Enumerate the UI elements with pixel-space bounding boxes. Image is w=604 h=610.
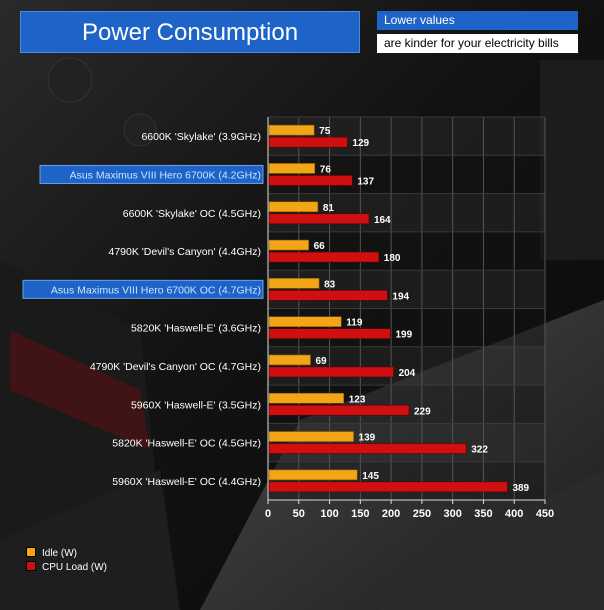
- bar-load: [268, 251, 380, 263]
- plot-band: [268, 117, 545, 156]
- data-label-idle: 69: [315, 356, 327, 367]
- bar-idle: [268, 469, 358, 481]
- data-label-load: 164: [374, 215, 391, 226]
- bar-idle: [268, 201, 319, 213]
- data-label-load: 229: [414, 406, 431, 417]
- data-label-idle: 139: [359, 433, 376, 444]
- data-label-idle: 119: [346, 318, 363, 329]
- x-tick-label: 200: [382, 508, 400, 520]
- category-label: 5820K 'Haswell-E' (3.6GHz): [131, 323, 261, 335]
- plot-band: [268, 423, 545, 462]
- category-label: 4790K 'Devil's Canyon' (4.4GHz): [109, 246, 262, 258]
- data-label-load: 322: [471, 445, 488, 456]
- category-label: Asus Maximus VIII Hero 6700K (4.2GHz): [70, 169, 261, 181]
- x-tick-label: 50: [293, 508, 305, 520]
- note-electricity: are kinder for your electricity bills: [377, 34, 578, 53]
- data-label-load: 137: [357, 176, 374, 187]
- category-label: 5820K 'Haswell-E' OC (4.5GHz): [112, 438, 261, 450]
- bar-load: [268, 481, 508, 493]
- bar-idle: [268, 124, 315, 136]
- bar-load: [268, 290, 388, 301]
- data-label-load: 204: [399, 368, 416, 379]
- data-label-idle: 145: [362, 471, 379, 482]
- data-label-load: 180: [384, 253, 401, 264]
- data-label-idle: 81: [323, 203, 335, 214]
- category-label: 4790K 'Devil's Canyon' OC (4.7GHz): [90, 361, 261, 373]
- bar-load: [268, 443, 467, 454]
- data-label-idle: 123: [349, 394, 366, 405]
- data-label-idle: 66: [314, 241, 326, 252]
- bar-load: [268, 175, 353, 186]
- bar-idle: [268, 239, 309, 251]
- plot-band: [268, 385, 545, 424]
- bar-load: [268, 213, 370, 225]
- chart-title: Power Consumption: [20, 11, 360, 53]
- plot-band: [268, 346, 545, 386]
- category-label: 5960X 'Haswell-E' (3.5GHz): [131, 399, 261, 411]
- bar-load: [268, 328, 391, 339]
- bar-idle: [268, 431, 354, 442]
- plot-band: [268, 193, 545, 232]
- x-tick-label: 150: [351, 508, 369, 520]
- legend-swatch-load: [26, 561, 36, 571]
- data-label-load: 389: [512, 483, 529, 494]
- data-label-load: 129: [352, 138, 369, 149]
- bar-idle: [268, 316, 342, 327]
- legend-swatch-idle: [26, 547, 36, 557]
- x-tick-label: 0: [265, 508, 271, 520]
- bar-load: [268, 136, 348, 148]
- category-label: 6600K 'Skylake' OC (4.5GHz): [123, 208, 261, 220]
- x-tick-label: 400: [505, 508, 523, 520]
- category-label: 6600K 'Skylake' (3.9GHz): [141, 131, 261, 143]
- plot-band: [268, 231, 545, 271]
- data-label-idle: 83: [324, 279, 336, 290]
- data-label-idle: 76: [320, 164, 332, 175]
- data-label-idle: 75: [319, 126, 331, 137]
- bar-idle: [268, 354, 311, 366]
- bar-idle: [268, 278, 320, 289]
- legend-item-load: CPU Load (W): [26, 561, 186, 575]
- category-highlight: [22, 279, 264, 299]
- bar-idle: [268, 163, 316, 174]
- x-tick-label: 300: [443, 508, 461, 520]
- bar-load: [268, 404, 410, 416]
- data-label-load: 194: [392, 291, 409, 302]
- note-lower-values: Lower values: [377, 11, 578, 30]
- category-label: 5960X 'Haswell-E' OC (4.4GHz): [112, 476, 261, 488]
- category-label: Asus Maximus VIII Hero 6700K OC (4.7GHz): [51, 284, 261, 296]
- category-highlight: [39, 164, 264, 184]
- legend-label-idle: Idle (W): [42, 548, 77, 559]
- legend-label-load: CPU Load (W): [42, 562, 108, 573]
- x-tick-label: 350: [474, 508, 492, 520]
- x-tick-label: 450: [536, 508, 554, 520]
- plot-band: [268, 270, 545, 309]
- plot-band: [268, 308, 545, 347]
- bar-load: [268, 366, 394, 378]
- bar-idle: [268, 392, 345, 404]
- x-tick-label: 250: [413, 508, 431, 520]
- plot-band: [268, 155, 545, 194]
- data-label-load: 199: [395, 330, 412, 341]
- x-tick-label: 100: [320, 508, 338, 520]
- legend-item-idle: Idle (W): [26, 547, 186, 561]
- plot-band: [268, 461, 545, 500]
